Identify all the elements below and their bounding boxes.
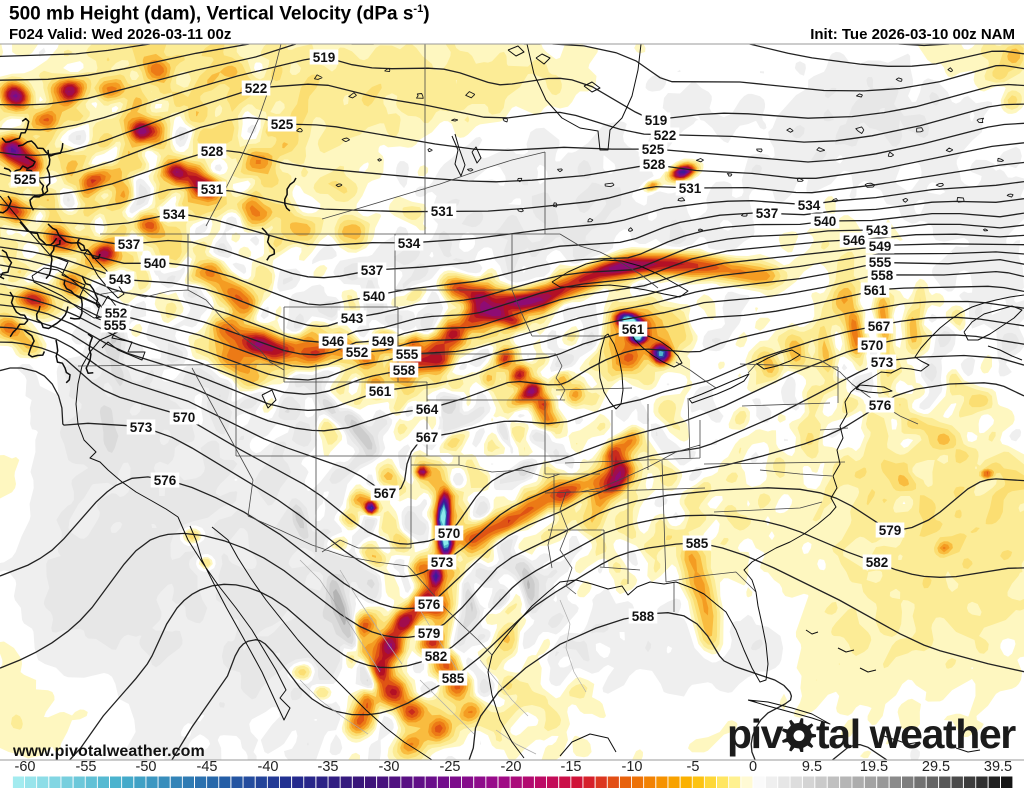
svg-text:534: 534 [798,198,821,213]
svg-text:573: 573 [130,420,153,435]
svg-text:546: 546 [322,334,345,349]
svg-text:552: 552 [105,306,128,321]
svg-text:582: 582 [425,649,448,664]
svg-text:555: 555 [396,347,419,362]
svg-text:537: 537 [361,263,384,278]
svg-text:531: 531 [201,182,224,197]
svg-text:531: 531 [431,204,454,219]
svg-text:576: 576 [418,597,441,612]
svg-text:555: 555 [869,255,892,270]
svg-text:555: 555 [104,318,127,333]
svg-text:561: 561 [864,283,887,298]
svg-text:549: 549 [869,239,892,254]
svg-text:564: 564 [416,402,439,417]
svg-text:567: 567 [374,486,397,501]
svg-text:519: 519 [645,113,668,128]
svg-text:522: 522 [245,81,268,96]
svg-text:567: 567 [416,430,439,445]
svg-text:540: 540 [363,289,386,304]
svg-text:531: 531 [679,181,702,196]
svg-text:561: 561 [369,384,392,399]
svg-text:573: 573 [871,355,894,370]
svg-text:579: 579 [418,626,441,641]
svg-text:573: 573 [431,555,454,570]
svg-text:537: 537 [756,206,779,221]
svg-text:558: 558 [393,363,416,378]
svg-text:567: 567 [868,319,891,334]
svg-text:570: 570 [438,526,461,541]
svg-text:582: 582 [866,555,889,570]
svg-text:570: 570 [861,338,884,353]
svg-text:540: 540 [144,256,167,271]
svg-text:537: 537 [118,237,141,252]
svg-text:543: 543 [109,272,132,287]
svg-text:546: 546 [843,233,866,248]
svg-text:525: 525 [642,142,665,157]
svg-text:534: 534 [163,207,186,222]
svg-text:528: 528 [201,144,224,159]
svg-text:552: 552 [346,345,369,360]
svg-text:522: 522 [654,128,677,143]
svg-text:558: 558 [871,268,894,283]
svg-text:561: 561 [622,322,645,337]
svg-text:534: 534 [398,236,421,251]
svg-text:576: 576 [154,473,177,488]
svg-text:519: 519 [313,50,336,65]
svg-text:576: 576 [869,398,892,413]
svg-text:585: 585 [442,671,465,686]
svg-text:525: 525 [14,172,37,187]
svg-text:525: 525 [271,117,294,132]
svg-text:579: 579 [879,523,902,538]
svg-text:570: 570 [173,410,196,425]
svg-text:585: 585 [686,536,709,551]
svg-text:549: 549 [372,334,395,349]
svg-text:588: 588 [632,609,655,624]
svg-text:540: 540 [814,214,837,229]
svg-text:528: 528 [643,157,666,172]
svg-text:543: 543 [341,311,364,326]
svg-text:543: 543 [866,223,889,238]
